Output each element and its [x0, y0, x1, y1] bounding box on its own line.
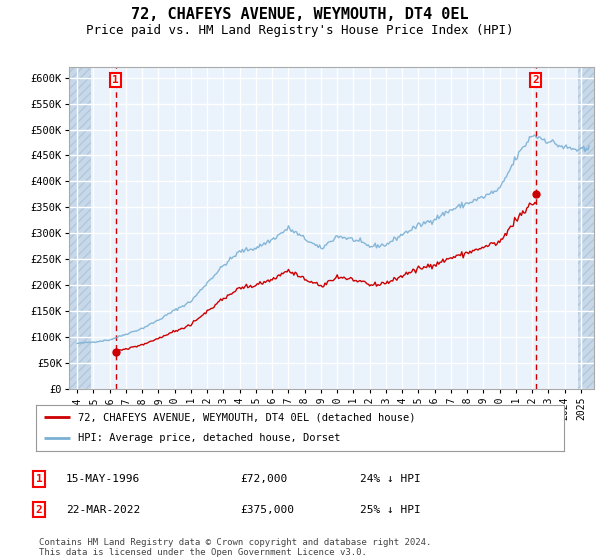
- Bar: [69, 67, 91, 389]
- Text: 25% ↓ HPI: 25% ↓ HPI: [360, 505, 421, 515]
- Text: Contains HM Land Registry data © Crown copyright and database right 2024.
This d: Contains HM Land Registry data © Crown c…: [39, 538, 431, 557]
- Text: Price paid vs. HM Land Registry's House Price Index (HPI): Price paid vs. HM Land Registry's House …: [86, 24, 514, 37]
- Text: £375,000: £375,000: [240, 505, 294, 515]
- Text: 2: 2: [35, 505, 43, 515]
- Text: 2: 2: [532, 75, 539, 85]
- Text: 72, CHAFEYS AVENUE, WEYMOUTH, DT4 0EL: 72, CHAFEYS AVENUE, WEYMOUTH, DT4 0EL: [131, 7, 469, 22]
- Text: 24% ↓ HPI: 24% ↓ HPI: [360, 474, 421, 484]
- Text: 15-MAY-1996: 15-MAY-1996: [66, 474, 140, 484]
- Text: 1: 1: [35, 474, 43, 484]
- Text: 1: 1: [112, 75, 119, 85]
- Text: 72, CHAFEYS AVENUE, WEYMOUTH, DT4 0EL (detached house): 72, CHAFEYS AVENUE, WEYMOUTH, DT4 0EL (d…: [78, 412, 416, 422]
- Bar: [578, 67, 594, 389]
- Text: £72,000: £72,000: [240, 474, 287, 484]
- Text: HPI: Average price, detached house, Dorset: HPI: Average price, detached house, Dors…: [78, 433, 341, 444]
- Text: 22-MAR-2022: 22-MAR-2022: [66, 505, 140, 515]
